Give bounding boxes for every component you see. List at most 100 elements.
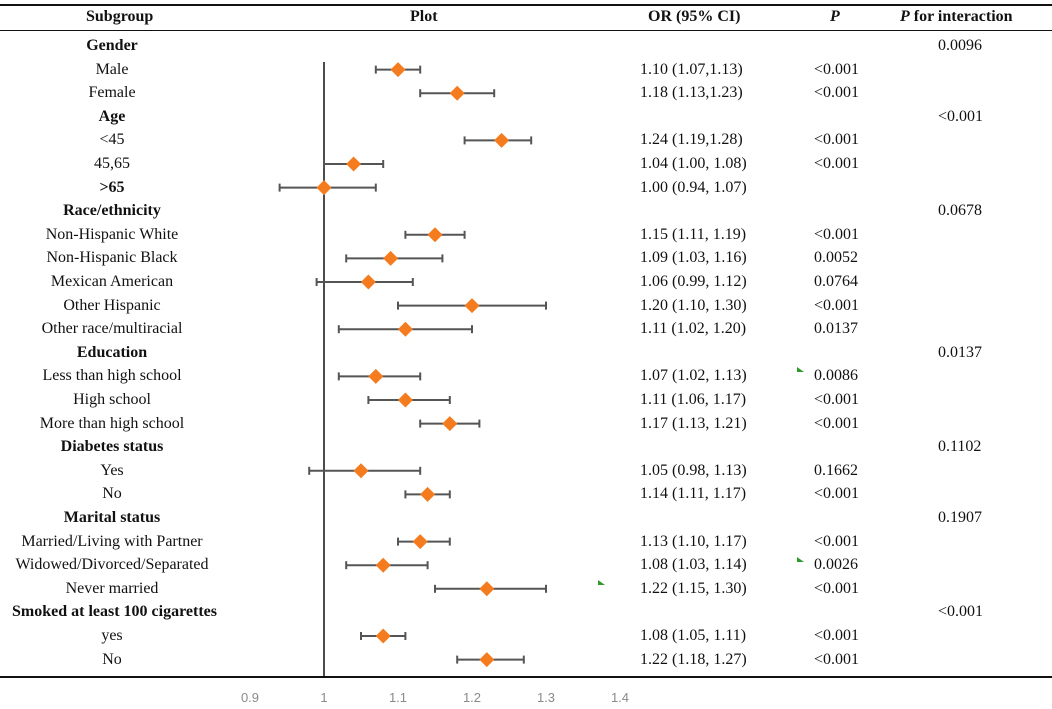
point-estimate-marker [316, 180, 332, 196]
point-estimate-marker [353, 463, 369, 479]
p-interaction-value: 0.0137 [938, 343, 982, 361]
group-label: Age [98, 107, 126, 125]
cell-comment-mark [797, 557, 804, 562]
p-value: <0.001 [814, 296, 860, 314]
point-estimate-marker [442, 416, 458, 432]
point-estimate-marker [375, 557, 391, 573]
or-ci-value: 1.08 (1.03, 1.14) [640, 556, 747, 574]
p-interaction-value: <0.001 [938, 603, 984, 621]
point-estimate-marker [449, 85, 465, 101]
subgroup-label: Other Hispanic [63, 296, 161, 314]
group-label: Education [76, 343, 148, 361]
subgroup-label: No [102, 485, 122, 503]
or-ci-value: 1.11 (1.06, 1.17) [640, 391, 747, 408]
point-estimate-marker [390, 62, 406, 78]
subgroup-label: High school [73, 391, 151, 408]
subgroup-label: Married/Living with Partner [21, 532, 203, 550]
p-value: 0.0052 [814, 249, 858, 267]
group-label: Race/ethnicity [63, 202, 161, 220]
p-value: 0.0026 [814, 556, 858, 574]
point-estimate-marker [383, 250, 399, 266]
p-value: 0.0086 [814, 367, 858, 385]
p-value: <0.001 [814, 84, 860, 102]
point-estimate-marker [397, 321, 413, 337]
or-ci-value: 1.10 (1.07,1.13) [640, 60, 743, 78]
cell-comment-mark [598, 580, 605, 585]
header-p-interaction-italic: P [900, 8, 910, 25]
subgroup-label: Less than high school [42, 367, 182, 385]
or-ci-value: 1.13 (1.10, 1.17) [640, 532, 747, 550]
or-ci-value: 1.11 (1.02, 1.20) [640, 320, 747, 338]
p-value: <0.001 [814, 414, 860, 432]
point-estimate-marker [464, 298, 480, 314]
p-value: <0.001 [814, 485, 860, 503]
or-ci-value: 1.06 (0.99, 1.12) [640, 273, 747, 290]
or-ci-value: 1.09 (1.03, 1.16) [640, 249, 747, 267]
point-estimate-marker [412, 534, 428, 550]
x-tick-label: 1 [320, 690, 328, 705]
subgroup-label: Yes [100, 461, 124, 479]
or-ci-value: 1.00 (0.94, 1.07) [640, 178, 747, 196]
p-interaction-value: 0.0096 [938, 37, 982, 54]
subgroup-label: <45 [99, 131, 125, 149]
point-estimate-marker [479, 581, 495, 597]
subgroup-label: Male [95, 60, 129, 78]
p-interaction-value: 0.0678 [938, 202, 982, 220]
or-ci-value: 1.24 (1.19,1.28) [640, 131, 743, 149]
p-interaction-value: 0.1907 [938, 509, 982, 526]
subgroup-label: Non-Hispanic Black [46, 249, 178, 267]
x-tick-label: 1.1 [388, 690, 408, 705]
p-value: 0.0137 [814, 320, 858, 338]
or-ci-value: 1.04 (1.00, 1.08) [640, 155, 747, 172]
header-plot: Plot [410, 8, 438, 25]
or-ci-value: 1.05 (0.98, 1.13) [640, 461, 747, 479]
point-estimate-marker [375, 628, 391, 644]
header-or-ci: OR (95% CI) [648, 8, 741, 25]
x-tick-label: 0.9 [240, 690, 260, 705]
or-ci-value: 1.15 (1.11, 1.19) [640, 225, 747, 243]
or-ci-value: 1.18 (1.13,1.23) [640, 84, 743, 102]
bottom-rule [0, 676, 1052, 678]
p-value: <0.001 [814, 391, 860, 408]
or-ci-value: 1.08 (1.05, 1.11) [640, 627, 747, 644]
point-estimate-marker [479, 652, 495, 668]
p-interaction-value: <0.001 [938, 107, 984, 125]
p-value: <0.001 [814, 131, 860, 149]
subgroup-label: More than high school [39, 414, 185, 432]
x-tick-label: 1.4 [610, 690, 630, 705]
header-subgroup: Subgroup [86, 8, 154, 25]
p-value: <0.001 [814, 155, 860, 172]
p-value: <0.001 [814, 627, 860, 644]
or-ci-value: 1.07 (1.02, 1.13) [640, 367, 747, 385]
point-estimate-marker [397, 392, 413, 408]
p-value: <0.001 [814, 579, 860, 597]
p-interaction-value: 0.1102 [938, 438, 982, 456]
subgroup-label: >65 [99, 178, 125, 196]
header-rule [0, 30, 1052, 31]
point-estimate-marker [346, 156, 362, 172]
group-label: Gender [86, 37, 138, 54]
subgroup-label: Female [88, 84, 136, 102]
subgroup-label: Non-Hispanic White [45, 225, 179, 243]
p-value: <0.001 [814, 532, 860, 550]
point-estimate-marker [494, 132, 510, 148]
subgroup-label: No [102, 650, 122, 668]
p-value: 0.0764 [814, 273, 858, 290]
or-ci-value: 1.17 (1.13, 1.21) [640, 414, 747, 432]
header-p-interaction-text: for interaction [909, 8, 1013, 25]
point-estimate-marker [360, 274, 376, 290]
group-label: Smoked at least 100 cigarettes [12, 603, 217, 621]
header-p-italic: P [830, 8, 840, 25]
x-tick-label: 1.2 [462, 690, 482, 705]
subgroup-label: Mexican American [50, 273, 174, 290]
point-estimate-marker [368, 368, 384, 384]
or-ci-value: 1.22 (1.18, 1.27) [640, 650, 747, 668]
p-value: <0.001 [814, 225, 860, 243]
subgroup-label: yes [101, 627, 123, 644]
header-p-interaction: P for interaction [900, 8, 1013, 26]
subgroup-label: Never married [65, 579, 159, 597]
subgroup-label: 45,65 [94, 155, 130, 172]
p-value: 0.1662 [814, 461, 858, 479]
or-ci-value: 1.22 (1.15, 1.30) [640, 579, 747, 597]
